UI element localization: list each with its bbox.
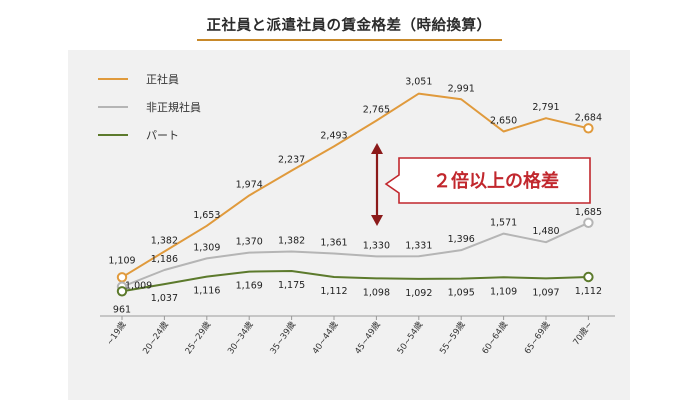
x-tick-label: 50~54歳 [395, 319, 426, 356]
legend-label-regular: 正社員 [146, 72, 179, 86]
data-label-parttime: 1,112 [320, 286, 347, 297]
data-label-parttime: 1,092 [405, 288, 432, 299]
gap-arrow-head-up [371, 143, 383, 154]
x-axis: ~19歳 20~24歳 25~29歳 30~34歳 35~39歳 40~44歳 45~49歳… [100, 315, 615, 356]
series-line-regular [121, 92, 589, 279]
series-line-parttime [121, 270, 589, 293]
series-point-parttime [583, 271, 594, 283]
x-tick-label: 30~34歳 [225, 319, 256, 356]
data-label-parttime: 1,097 [532, 287, 559, 298]
series-line-nonregular [121, 221, 589, 288]
x-tick-label: ~19歳 [104, 319, 128, 347]
data-label-nonregular: 1,396 [448, 234, 475, 245]
data-label-regular: 2,791 [532, 102, 559, 113]
data-label-nonregular: 1,009 [125, 281, 152, 292]
data-label-parttime: 1,109 [490, 286, 517, 297]
data-label-nonregular: 1,571 [490, 218, 517, 229]
data-label-nonregular: 1,361 [320, 237, 347, 248]
data-label-parttime: 1,037 [151, 293, 178, 304]
data-label-parttime: 1,095 [448, 288, 475, 299]
x-tick-label: 20~24歳 [140, 319, 171, 356]
data-label-parttime: 1,175 [278, 280, 305, 291]
x-tick-label: 70歳~ [571, 319, 595, 347]
data-label-nonregular: 1,330 [363, 240, 390, 251]
data-label-parttime: 1,112 [575, 286, 602, 297]
data-label-nonregular: 1,480 [532, 226, 559, 237]
data-label-regular: 1,109 [108, 255, 135, 266]
series-point-nonregular [583, 217, 594, 228]
series-point-regular [116, 272, 128, 283]
gap-arrow-head-down [371, 215, 383, 226]
data-label-parttime: 1,169 [236, 281, 263, 292]
legend-label-parttime: パート [146, 129, 179, 142]
data-label-regular: 2,684 [575, 112, 602, 123]
data-label-parttime: 961 [113, 304, 131, 315]
data-label-regular: 2,237 [278, 155, 305, 166]
x-tick-label: 60~64歳 [480, 319, 511, 356]
data-label-regular: 3,051 [405, 77, 432, 88]
data-label-nonregular: 1,186 [151, 254, 178, 265]
series-point-parttime [116, 286, 128, 297]
data-label-regular: 1,653 [193, 210, 220, 221]
data-label-regular: 2,650 [490, 116, 517, 127]
data-label-nonregular: 1,685 [575, 207, 602, 218]
chart-panel [68, 50, 630, 400]
chart-title: 正社員と派遣社員の賃金格差（時給換算） [196, 14, 502, 41]
data-label-nonregular: 1,309 [193, 242, 220, 253]
series-layer [116, 92, 594, 297]
x-tick-label: 65~69歳 [522, 319, 553, 356]
series-point-regular [583, 123, 594, 134]
data-labels: 1,109 1,382 1,653 1,974 2,237 2,493 2,765 3,051… [108, 77, 602, 316]
x-tick-label: 40~44歳 [310, 319, 341, 356]
x-tick-label: 45~49歳 [352, 319, 383, 356]
data-label-regular: 2,991 [448, 83, 475, 94]
legend-label-nonregular: 非正規社員 [146, 100, 201, 114]
data-label-regular: 2,493 [320, 130, 347, 141]
data-label-regular: 1,382 [151, 235, 178, 246]
x-tick-label: 25~29歳 [183, 319, 214, 356]
data-label-parttime: 1,116 [193, 286, 220, 297]
callout: ２倍以上の格差 [371, 143, 591, 226]
data-label-nonregular: 1,331 [405, 240, 432, 251]
callout-box [384, 157, 591, 204]
data-label-regular: 2,765 [363, 105, 390, 116]
data-label-parttime: 1,098 [363, 287, 390, 298]
callout-text: ２倍以上の格差 [433, 170, 559, 192]
x-tick-label: 55~59歳 [437, 319, 468, 356]
data-label-regular: 1,974 [236, 179, 263, 190]
x-tick-label: 35~39歳 [268, 319, 299, 356]
data-label-nonregular: 1,382 [278, 235, 305, 246]
data-label-nonregular: 1,370 [236, 237, 263, 248]
